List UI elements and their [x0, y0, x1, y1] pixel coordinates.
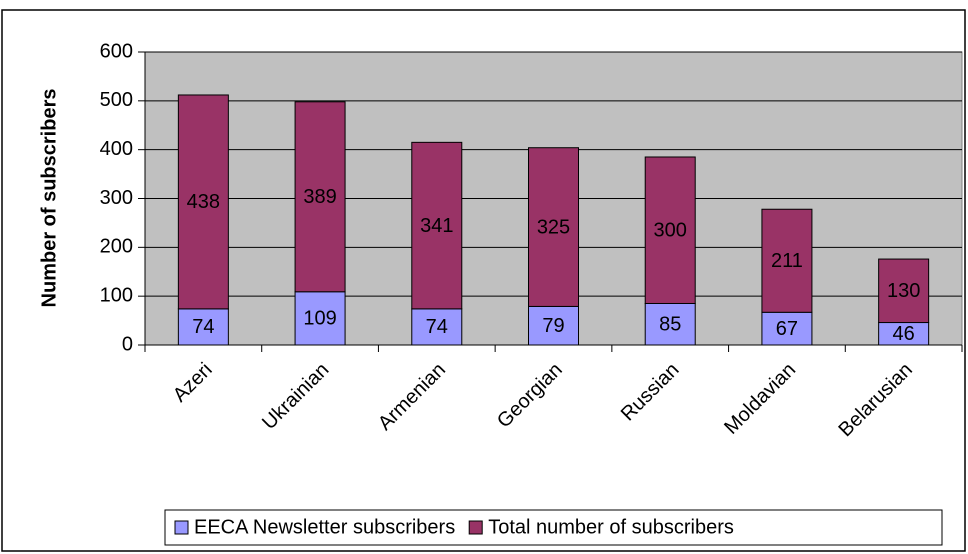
y-axis-label: Number of subscribers — [38, 89, 60, 308]
data-label: 85 — [659, 314, 681, 336]
data-label: 438 — [187, 191, 220, 213]
legend-box — [164, 509, 943, 546]
data-label: 74 — [426, 316, 448, 338]
bar — [878, 258, 930, 324]
bar — [761, 311, 813, 346]
data-label: 211 — [771, 250, 803, 272]
bar — [294, 101, 346, 293]
data-label: 67 — [776, 318, 798, 340]
y-tick-label: 600 — [100, 40, 133, 62]
y-tick-label: 300 — [100, 187, 133, 209]
legend-swatch — [468, 520, 483, 535]
bar — [644, 156, 696, 304]
y-tick-label: 0 — [122, 333, 133, 355]
bar — [528, 305, 579, 346]
bar — [528, 147, 579, 307]
legend-label: Total number of subscribers — [488, 516, 734, 538]
data-label: 300 — [654, 220, 687, 242]
legend-swatch — [174, 520, 189, 535]
legend-label: EECA Newsletter subscribers — [194, 516, 455, 538]
bar — [411, 141, 463, 310]
data-label: 341 — [420, 215, 453, 237]
bar — [761, 208, 813, 313]
data-label: 74 — [192, 316, 214, 338]
y-tick-label: 100 — [100, 284, 133, 306]
y-tick-label: 400 — [100, 138, 133, 160]
data-label: 325 — [537, 216, 570, 238]
data-label: 389 — [303, 186, 336, 208]
data-label: 46 — [893, 323, 915, 345]
y-tick-label: 200 — [100, 236, 133, 258]
bar — [294, 291, 346, 346]
y-tick-label: 500 — [100, 89, 133, 111]
bar — [177, 94, 229, 310]
data-label: 79 — [542, 315, 564, 337]
data-label: 109 — [303, 308, 336, 330]
data-label: 130 — [887, 280, 920, 302]
